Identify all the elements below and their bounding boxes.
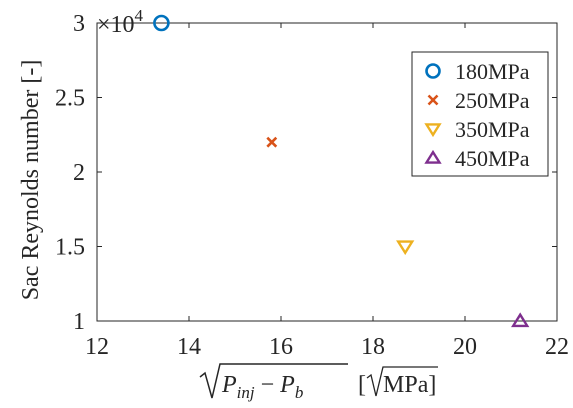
x-stroke bbox=[427, 94, 439, 106]
legend-marker-250MPa bbox=[427, 94, 439, 106]
x-label-sqrt-sign bbox=[199, 363, 348, 399]
x-label-unit: [ bbox=[358, 372, 366, 398]
x-tick-label: 18 bbox=[361, 334, 385, 360]
x-axis-ticks: 12 14 16 18 20 22 bbox=[85, 23, 569, 360]
legend-marker-180MPa bbox=[425, 63, 441, 79]
x-tick-label: 22 bbox=[545, 334, 569, 360]
x-stroke bbox=[266, 136, 278, 148]
x-tick-label: 16 bbox=[269, 334, 293, 360]
data-points bbox=[153, 14, 530, 328]
y-tick-label: 2 bbox=[73, 160, 85, 186]
legend-marker-350MPa bbox=[424, 123, 442, 138]
x-tick-label: 14 bbox=[177, 334, 201, 360]
data-point-180MPa bbox=[153, 14, 170, 32]
y-tick-label: 1.5 bbox=[55, 235, 85, 261]
x-label-text: Pinj − Pb bbox=[221, 372, 303, 402]
legend-label: 350MPa bbox=[455, 117, 530, 142]
y-axis-label: Sac Reynolds number [-] bbox=[18, 60, 44, 301]
data-point-350MPa bbox=[396, 240, 415, 256]
legend-marker-450MPa bbox=[424, 149, 442, 164]
data-point-450MPa bbox=[511, 312, 530, 328]
legend-label: 450MPa bbox=[455, 146, 530, 171]
y-tick-label: 2.5 bbox=[55, 86, 85, 112]
legend: 180MPa 250MPa 350MPa 450MPa bbox=[411, 51, 549, 177]
y-tick-label: 3 bbox=[73, 11, 85, 37]
y-axis-ticks: 1 1.5 2 2.5 3 bbox=[55, 11, 557, 335]
y-tick-label: 1 bbox=[73, 309, 85, 335]
y-multiplier-text: ×104 bbox=[97, 6, 144, 38]
y-axis-multiplier: ×104 bbox=[97, 6, 144, 38]
legend-label: 250MPa bbox=[455, 88, 530, 113]
data-point-250MPa bbox=[266, 136, 278, 148]
x-label-unit-text: MPa] bbox=[383, 372, 436, 398]
y-label-text: Sac Reynolds number [-] bbox=[18, 60, 44, 301]
x-label-unit-sqrt-sign bbox=[366, 366, 438, 397]
x-axis-label: Pinj − Pb [ MPa] bbox=[199, 363, 438, 402]
x-tick-label: 20 bbox=[453, 334, 477, 360]
x-tick-label: 12 bbox=[85, 334, 109, 360]
legend-label: 180MPa bbox=[455, 59, 530, 84]
